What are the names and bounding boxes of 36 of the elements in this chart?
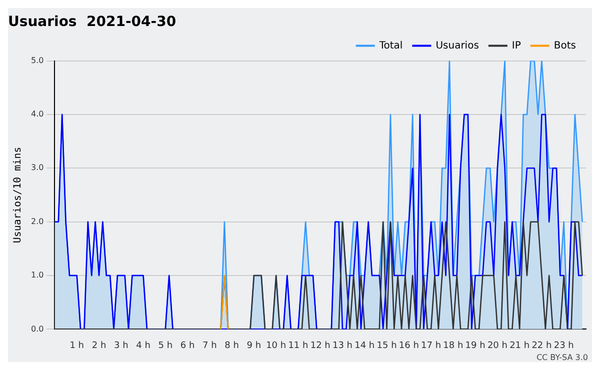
legend-label: IP: [512, 40, 521, 52]
x-tick-label: 5 h: [158, 340, 173, 351]
y-tick-label: 2.0: [30, 216, 44, 226]
legend-label: Usuarios: [436, 40, 479, 52]
x-tick-label: 22 h: [532, 340, 552, 351]
x-tick-label: 21 h: [510, 340, 530, 351]
x-tick-label: 15 h: [376, 340, 397, 351]
x-tick-label: 23 h: [554, 340, 574, 351]
x-tick-label: 18 h: [443, 340, 464, 351]
x-tick-label: 8 h: [224, 340, 239, 351]
x-tick-label: 19 h: [465, 340, 486, 351]
y-tick-label: 0.0: [30, 324, 44, 334]
x-tick-label: 17 h: [421, 340, 442, 351]
x-tick-label: 13 h: [332, 340, 353, 351]
x-tick-label: 9 h: [246, 340, 262, 351]
chart-title: Usuarios 2021-04-30: [8, 14, 176, 30]
x-tick-label: 6 h: [180, 340, 195, 351]
x-tick-label: 2 h: [92, 340, 106, 351]
y-tick-label: 5.0: [30, 56, 44, 65]
y-tick-label: 4.0: [30, 110, 44, 119]
y-tick-label: 1.0: [30, 270, 44, 280]
x-tick-label: 12 h: [310, 340, 330, 351]
x-tick-label: 10 h: [266, 340, 286, 351]
x-tick-label: 20 h: [487, 340, 508, 351]
x-tick-label: 14 h: [354, 340, 375, 351]
x-tick-label: 11 h: [288, 340, 308, 351]
x-tick-label: 3 h: [114, 340, 128, 351]
x-tick-label: 1 h: [70, 340, 84, 351]
x-tick-label: 4 h: [136, 340, 150, 351]
text: CC BY-SA 3.0: [536, 353, 588, 362]
x-tick-label: 7 h: [202, 340, 217, 351]
legend-label: Bots: [554, 40, 576, 52]
legend-label: Total: [378, 40, 403, 52]
x-tick-label: 16 h: [398, 340, 419, 351]
y-tick-label: 3.0: [30, 163, 44, 172]
y-axis-title: Usuarios/10 mins: [12, 146, 24, 244]
